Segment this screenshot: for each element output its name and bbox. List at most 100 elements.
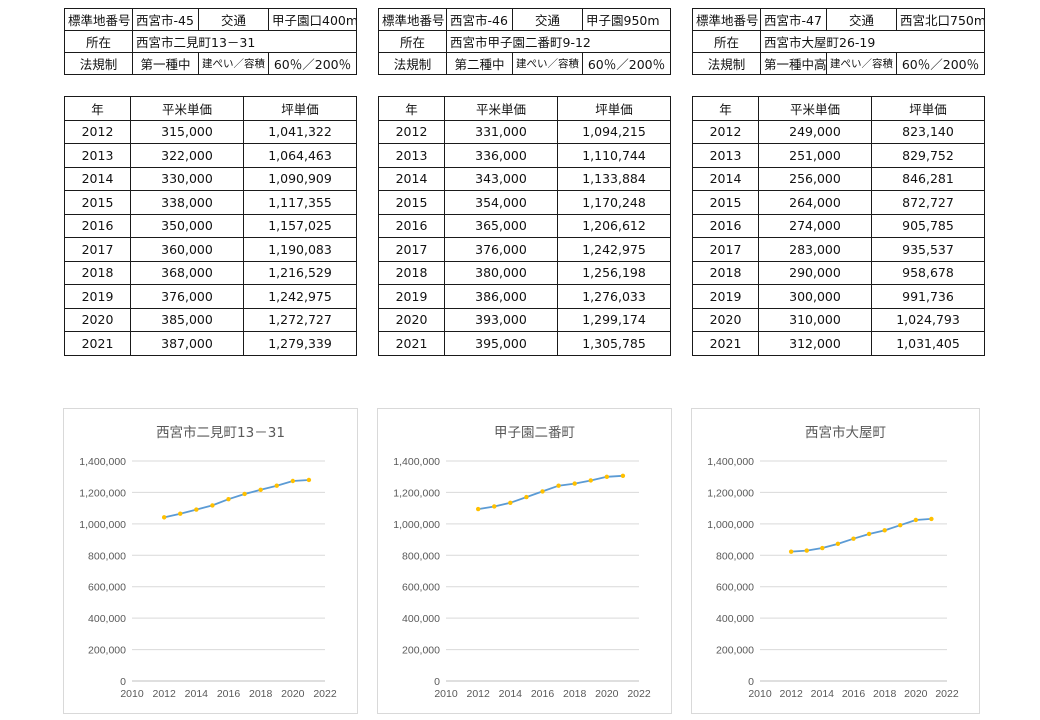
data-point (226, 496, 231, 502)
table-row: 2015 354,000 1,170,248 (378, 190, 671, 215)
table-row: 2019 300,000 991,736 (692, 284, 985, 309)
year-cell: 2014 (692, 166, 759, 191)
y-tick-label: 800,000 (88, 550, 126, 562)
tsubo-cell: 1,242,975 (557, 237, 671, 262)
coverage-label: 建ぺい／容積 (512, 52, 583, 75)
tsubo-cell: 1,190,083 (243, 237, 357, 262)
data-point (210, 503, 215, 508)
sqm-cell: 264,000 (758, 190, 872, 215)
year-header: 年 (378, 96, 445, 121)
x-tick-label: 2012 (152, 688, 176, 700)
tsubo-cell: 1,094,215 (557, 119, 671, 144)
table-row: 2014 330,000 1,090,909 (64, 166, 357, 191)
sqm-cell: 300,000 (758, 284, 872, 309)
table-row: 2013 336,000 1,110,744 (378, 143, 671, 168)
year-cell: 2014 (64, 166, 131, 191)
x-tick-label: 2010 (434, 688, 458, 700)
tsubo-cell: 905,785 (871, 213, 985, 238)
data-point (475, 506, 481, 512)
y-tick-label: 1,200,000 (393, 487, 440, 499)
land-panel: 標準地番号 西宮市-47 交通 西宮北口750m 所在 西宮市大屋町26-19 … (692, 8, 985, 356)
chart-panel: 甲子園二番町 0 200,000 400,000 600,000 800,000 1,000… (377, 408, 672, 714)
year-cell: 2014 (378, 166, 445, 191)
tsubo-cell: 1,090,909 (243, 166, 357, 191)
year-cell: 2021 (64, 331, 131, 356)
data-point (178, 511, 183, 516)
price-trend-chart: 西宮市二見町13－31 0 200,000 400,000 600,000 800,000… (79, 424, 337, 700)
x-tick-label: 2014 (185, 688, 209, 700)
chart-title: 西宮市二見町13－31 (156, 424, 285, 441)
tsubo-cell: 958,678 (871, 260, 985, 285)
y-tick-label: 1,000,000 (393, 519, 440, 531)
x-tick-label: 2020 (281, 688, 305, 700)
year-cell: 2021 (692, 331, 759, 356)
table-row: 2019 386,000 1,276,033 (378, 284, 671, 309)
table-row: 2015 264,000 872,727 (692, 190, 985, 215)
station-no-label: 標準地番号 (378, 8, 447, 31)
location-label: 所在 (64, 30, 133, 53)
x-tick-label: 2016 (842, 688, 866, 700)
year-cell: 2013 (378, 143, 445, 168)
data-point (540, 489, 545, 494)
data-point (804, 548, 809, 553)
table-row: 2013 251,000 829,752 (692, 143, 985, 168)
data-point (274, 483, 279, 488)
sqm-price-header: 平米単価 (444, 96, 558, 121)
transport-label: 交通 (198, 8, 269, 31)
tsubo-cell: 1,216,529 (243, 260, 357, 285)
sqm-cell: 350,000 (130, 213, 244, 238)
data-point (508, 500, 513, 506)
series-line (791, 518, 932, 553)
x-tick-label: 2018 (249, 688, 273, 700)
data-point (788, 549, 794, 554)
coverage-value: 60％／200％ (582, 52, 671, 75)
x-tick-label: 2018 (873, 688, 897, 700)
sqm-cell: 256,000 (758, 166, 872, 191)
year-cell: 2013 (64, 143, 131, 168)
tsubo-cell: 1,170,248 (557, 190, 671, 215)
y-tick-label: 1,200,000 (79, 487, 126, 499)
location-value: 西宮市大屋町26-19 (760, 30, 985, 53)
land-panel: 標準地番号 西宮市-46 交通 甲子園950m 所在 西宮市甲子園二番町9-12… (378, 8, 671, 356)
data-point (851, 536, 856, 541)
transport-label: 交通 (512, 8, 583, 31)
tsubo-cell: 1,276,033 (557, 284, 671, 309)
sqm-cell: 274,000 (758, 213, 872, 238)
x-tick-label: 2012 (466, 688, 490, 700)
data-point (242, 491, 247, 497)
tsubo-cell: 1,242,975 (243, 284, 357, 309)
table-row: 2016 365,000 1,206,612 (378, 213, 671, 238)
transport-label: 交通 (826, 8, 897, 31)
year-cell: 2012 (692, 119, 759, 144)
data-point (882, 528, 887, 533)
year-header: 年 (692, 96, 759, 121)
sqm-cell: 312,000 (758, 331, 872, 356)
tsubo-cell: 829,752 (871, 143, 985, 168)
y-tick-label: 600,000 (402, 582, 440, 594)
location-value: 西宮市甲子園二番町9-12 (446, 30, 671, 53)
sqm-cell: 330,000 (130, 166, 244, 191)
year-cell: 2015 (378, 190, 445, 215)
data-point (898, 522, 903, 528)
transport-value: 西宮北口750m (896, 8, 985, 31)
data-point (161, 515, 167, 520)
tsubo-cell: 872,727 (871, 190, 985, 215)
sqm-cell: 322,000 (130, 143, 244, 168)
table-row: 2021 387,000 1,279,339 (64, 331, 357, 356)
price-table: 年 平米単価 坪単価 2012 249,000 823,140 2013 251,00… (692, 96, 985, 356)
sqm-cell: 376,000 (130, 284, 244, 309)
y-tick-label: 800,000 (402, 550, 440, 562)
data-point (820, 545, 825, 551)
year-cell: 2015 (64, 190, 131, 215)
data-point (258, 487, 263, 493)
data-point (835, 541, 841, 547)
series-line (163, 479, 309, 519)
sqm-cell: 338,000 (130, 190, 244, 215)
y-tick-label: 200,000 (88, 645, 126, 657)
x-tick-label: 2012 (779, 688, 803, 700)
tsubo-cell: 1,305,785 (557, 331, 671, 356)
table-row: 2017 376,000 1,242,975 (378, 237, 671, 262)
table-row: 2020 393,000 1,299,174 (378, 307, 671, 332)
table-row: 2021 312,000 1,031,405 (692, 331, 985, 356)
x-tick-label: 2014 (499, 688, 523, 700)
